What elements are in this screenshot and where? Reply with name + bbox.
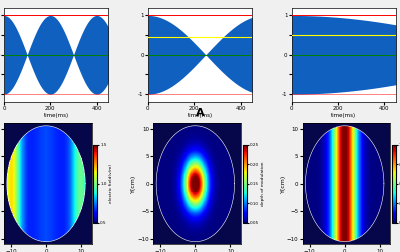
X-axis label: time(ms): time(ms) bbox=[331, 113, 356, 118]
Y-axis label: Y(cm): Y(cm) bbox=[131, 175, 136, 193]
X-axis label: time(ms): time(ms) bbox=[188, 113, 212, 118]
Y-axis label: Y(cm): Y(cm) bbox=[280, 175, 286, 193]
Text: A: A bbox=[196, 108, 204, 117]
X-axis label: time(ms): time(ms) bbox=[44, 113, 69, 118]
Y-axis label: electric field(v/m): electric field(v/m) bbox=[109, 164, 113, 203]
Y-axis label: depth of modulation: depth of modulation bbox=[261, 162, 265, 206]
